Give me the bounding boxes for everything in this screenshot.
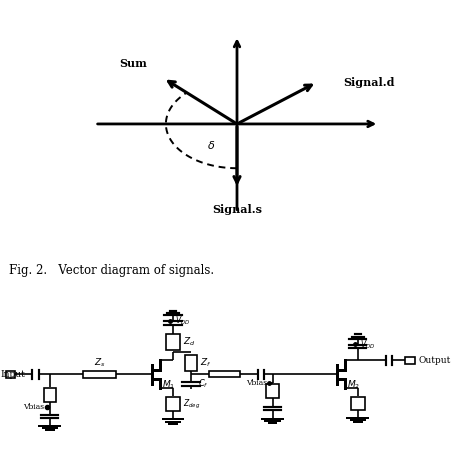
- Bar: [44, 388, 56, 402]
- Text: Output: Output: [418, 356, 450, 365]
- Text: $M_1$: $M_1$: [162, 378, 175, 391]
- Bar: [185, 355, 197, 371]
- Text: Sum: Sum: [119, 58, 146, 69]
- Text: $V_{DD}$: $V_{DD}$: [175, 314, 191, 327]
- Text: $M_2$: $M_2$: [347, 378, 360, 391]
- Text: $C_f$: $C_f$: [198, 378, 208, 390]
- Text: Input: Input: [0, 370, 25, 379]
- Text: $Z_d$: $Z_d$: [183, 336, 196, 348]
- Text: $Z_s$: $Z_s$: [94, 357, 105, 369]
- Bar: [166, 397, 180, 411]
- Text: $\delta$: $\delta$: [207, 139, 215, 150]
- Text: Signal.d: Signal.d: [343, 77, 394, 88]
- Text: Signal.s: Signal.s: [212, 204, 262, 215]
- Bar: [266, 384, 279, 397]
- Bar: [209, 371, 240, 377]
- Bar: [166, 334, 180, 350]
- Bar: [83, 371, 116, 378]
- Bar: [351, 397, 365, 410]
- Text: $Z_f$: $Z_f$: [200, 357, 211, 369]
- Text: Fig. 2.   Vector diagram of signals.: Fig. 2. Vector diagram of signals.: [9, 264, 215, 278]
- Text: $Z_{deg}$: $Z_{deg}$: [183, 397, 201, 411]
- Bar: [6, 371, 15, 378]
- Bar: [405, 357, 415, 364]
- Text: $V_{DD}$: $V_{DD}$: [360, 338, 375, 351]
- Text: Vbias: Vbias: [23, 404, 44, 411]
- Text: Vbias: Vbias: [246, 379, 267, 387]
